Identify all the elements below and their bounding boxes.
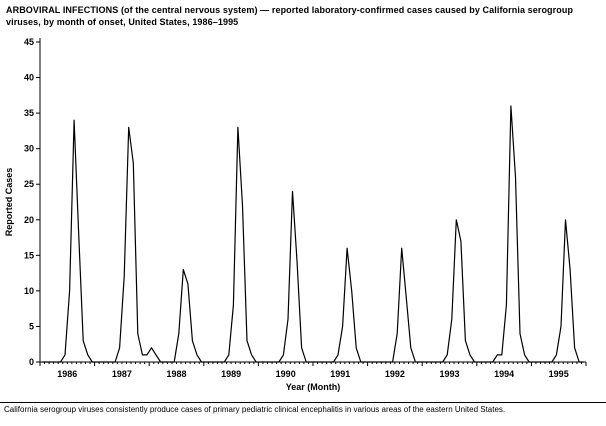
y-tick-label: 5 bbox=[29, 321, 34, 331]
year-label: 1992 bbox=[385, 369, 405, 379]
y-tick-label: 45 bbox=[24, 37, 34, 47]
year-label: 1987 bbox=[112, 369, 132, 379]
year-label: 1991 bbox=[330, 369, 350, 379]
year-label: 1989 bbox=[221, 369, 241, 379]
x-axis-title: Year (Month) bbox=[286, 382, 341, 392]
y-tick-label: 15 bbox=[24, 250, 34, 260]
line-chart: 0 5 10 15 20 25 30 35 40 45 1986 1987 1988 1989 1990 19… bbox=[4, 37, 587, 392]
chart-title: ARBOVIRAL INFECTIONS (of the central ner… bbox=[6, 5, 574, 27]
y-tick-label: 40 bbox=[24, 73, 34, 83]
year-label: 1990 bbox=[276, 369, 296, 379]
chart-area: 0 5 10 15 20 25 30 35 40 45 1986 1987 1988 1989 1990 19… bbox=[0, 30, 606, 398]
year-label: 1993 bbox=[439, 369, 459, 379]
year-label: 1995 bbox=[549, 369, 569, 379]
y-tick-label: 35 bbox=[24, 108, 34, 118]
y-tick-label: 0 bbox=[29, 357, 34, 367]
y-axis-title: Reported Cases bbox=[4, 168, 14, 237]
y-tick-label: 30 bbox=[24, 144, 34, 154]
year-label: 1986 bbox=[57, 369, 77, 379]
y-tick-label: 10 bbox=[24, 286, 34, 296]
cases-line bbox=[42, 105, 584, 363]
y-tick-label: 25 bbox=[24, 179, 34, 189]
footnote: California serogroup viruses consistentl… bbox=[0, 402, 606, 415]
y-tick-label: 20 bbox=[24, 215, 34, 225]
year-label: 1994 bbox=[494, 369, 514, 379]
year-label: 1988 bbox=[166, 369, 186, 379]
